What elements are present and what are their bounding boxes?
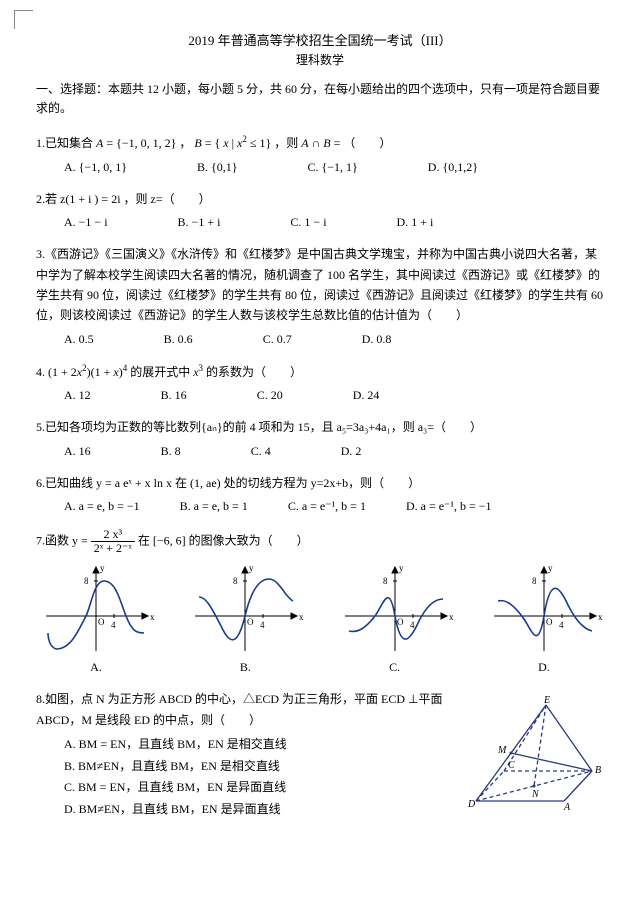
- q1-options: A. {−1, 0, 1} B. {0,1} C. {−1, 1} D. {0,…: [36, 160, 604, 175]
- svg-text:4: 4: [410, 620, 415, 630]
- svg-text:x: x: [598, 612, 603, 622]
- question-5: 5.已知各项均为正数的等比数列{aₙ}的前 4 项和为 15，且 a₅=3a₃+…: [36, 417, 604, 437]
- svg-text:8: 8: [532, 576, 537, 586]
- svg-text:y: y: [100, 563, 105, 573]
- question-3: 3.《西游记》《三国演义》《水浒传》和《红楼梦》是中国古典文学瑰宝，并称为中国古…: [36, 244, 604, 326]
- svg-text:N: N: [531, 789, 540, 800]
- svg-text:O: O: [247, 617, 254, 627]
- q7-graphs: x y O 4 8 A. x y O 4 8: [36, 561, 604, 675]
- q6-opt-a: A. a = e, b = −1: [64, 499, 140, 514]
- svg-text:y: y: [548, 563, 553, 573]
- q2-opt-b: B. −1 + i: [178, 215, 221, 230]
- q7-frac-den: 2ˣ + 2⁻ˣ: [91, 542, 135, 555]
- q7-pre: 7.函数 y =: [36, 533, 91, 547]
- q8-opt-d: D. BM≠EN，且直线 BM，EN 是异面直线: [64, 799, 454, 821]
- svg-text:O: O: [546, 617, 553, 627]
- q2-stem: 2.若 z(1 + i ) = 2i ，则 z=（ ）: [36, 192, 211, 206]
- q6-opt-c: C. a = e⁻¹, b = 1: [288, 499, 366, 514]
- exam-page: 2019 年普通高等学校招生全国统一考试（III） 理科数学 一、选择题：本题共…: [0, 0, 640, 840]
- exam-title: 2019 年普通高等学校招生全国统一考试（III）: [36, 30, 604, 49]
- q3-opt-a: A. 0.5: [64, 332, 94, 347]
- q5-opt-d: D. 2: [341, 444, 362, 459]
- q7-frac-num: 2 x³: [91, 528, 135, 542]
- q7-graph-d: x y O 4 8 D.: [484, 561, 604, 675]
- q8-opt-c: C. BM = EN，且直线 BM，EN 是异面直线: [64, 777, 454, 799]
- q7-label-b: B.: [185, 660, 305, 675]
- q5-options: A. 16 B. 8 C. 4 D. 2: [36, 444, 604, 459]
- svg-text:8: 8: [383, 576, 388, 586]
- q1-opt-a: A. {−1, 0, 1}: [64, 160, 127, 175]
- svg-text:y: y: [249, 563, 254, 573]
- q5-opt-a: A. 16: [64, 444, 91, 459]
- q5-opt-b: B. 8: [161, 444, 181, 459]
- svg-text:x: x: [150, 612, 155, 622]
- svg-text:A: A: [563, 802, 571, 813]
- svg-text:E: E: [543, 695, 550, 706]
- q1-opt-d: D. {0,1,2}: [428, 160, 478, 175]
- question-1: 1.已知集合 A = {−1, 0, 1, 2} ， B = { x | x2 …: [36, 132, 604, 153]
- q7-label-d: D.: [484, 660, 604, 675]
- svg-text:x: x: [299, 612, 304, 622]
- svg-text:O: O: [98, 617, 105, 627]
- q6-opt-b: B. a = e, b = 1: [180, 499, 248, 514]
- q8-figure: E M C B N D A: [454, 693, 604, 813]
- q7-post: 在 [−6, 6] 的图像大致为（ ）: [138, 533, 309, 547]
- q1-stem-pre: 1.已知集合: [36, 136, 96, 150]
- q5-opt-c: C. 4: [251, 444, 271, 459]
- question-6: 6.已知曲线 y = a eˣ + x ln x 在 (1, ae) 处的切线方…: [36, 473, 604, 493]
- q1-opt-c: C. {−1, 1}: [307, 160, 357, 175]
- svg-text:C: C: [508, 760, 515, 771]
- svg-text:4: 4: [559, 620, 564, 630]
- svg-text:x: x: [449, 612, 454, 622]
- q7-graph-a: x y O 4 8 A.: [36, 561, 156, 675]
- q4-pre: 4. (1 + 2: [36, 365, 77, 379]
- q6-options: A. a = e, b = −1 B. a = e, b = 1 C. a = …: [36, 499, 604, 514]
- question-8-wrap: 8.如图，点 N 为正方形 ABCD 的中心，△ECD 为正三角形，平面 ECD…: [36, 689, 604, 820]
- q7-fraction: 2 x³ 2ˣ + 2⁻ˣ: [91, 528, 135, 555]
- q2-opt-c: C. 1 − i: [290, 215, 326, 230]
- q4-opt-a: A. 12: [64, 388, 91, 403]
- q8-opt-a: A. BM = EN，且直线 BM，EN 是相交直线: [64, 734, 454, 756]
- q2-opt-d: D. 1 + i: [397, 215, 434, 230]
- q8-opt-b: B. BM≠EN，且直线 BM，EN 是相交直线: [64, 756, 454, 778]
- q2-opt-a: A. −1 − i: [64, 215, 108, 230]
- q4-opt-d: D. 24: [353, 388, 380, 403]
- svg-text:O: O: [397, 617, 404, 627]
- svg-text:8: 8: [233, 576, 238, 586]
- q4-post: 的系数为（ ）: [203, 365, 302, 379]
- exam-subtitle: 理科数学: [36, 51, 604, 68]
- q1-blank: （ ）: [343, 136, 391, 150]
- q7-graph-c: x y O 4 8 C.: [335, 561, 455, 675]
- q4-opt-c: C. 20: [257, 388, 283, 403]
- q4-options: A. 12 B. 16 C. 20 D. 24: [36, 388, 604, 403]
- svg-text:M: M: [497, 745, 507, 756]
- section-1-heading: 一、选择题：本题共 12 小题，每小题 5 分，共 60 分，在每小题给出的四个…: [36, 80, 604, 118]
- q7-graph-b: x y O 4 8 B.: [185, 561, 305, 675]
- question-2: 2.若 z(1 + i ) = 2i ，则 z=（ ）: [36, 189, 604, 209]
- page-corner-mark: [14, 10, 33, 29]
- q7-label-a: A.: [36, 660, 156, 675]
- q3-opt-d: D. 0.8: [362, 332, 392, 347]
- question-7: 7.函数 y = 2 x³ 2ˣ + 2⁻ˣ 在 [−6, 6] 的图像大致为（…: [36, 528, 604, 555]
- q1-opt-b: B. {0,1}: [197, 160, 238, 175]
- q3-opt-c: C. 0.7: [263, 332, 292, 347]
- svg-text:y: y: [399, 563, 404, 573]
- svg-text:B: B: [595, 765, 601, 776]
- q3-opt-b: B. 0.6: [164, 332, 193, 347]
- svg-text:D: D: [467, 799, 476, 810]
- q7-label-c: C.: [335, 660, 455, 675]
- question-4: 4. (1 + 2x2)(1 + x)4 的展开式中 x3 的系数为（ ）: [36, 361, 604, 382]
- svg-text:4: 4: [111, 620, 116, 630]
- svg-text:8: 8: [84, 576, 89, 586]
- q4-opt-b: B. 16: [161, 388, 187, 403]
- q2-options: A. −1 − i B. −1 + i C. 1 − i D. 1 + i: [36, 215, 604, 230]
- svg-text:4: 4: [260, 620, 265, 630]
- q3-options: A. 0.5 B. 0.6 C. 0.7 D. 0.8: [36, 332, 604, 347]
- q6-opt-d: D. a = e⁻¹, b = −1: [406, 499, 492, 514]
